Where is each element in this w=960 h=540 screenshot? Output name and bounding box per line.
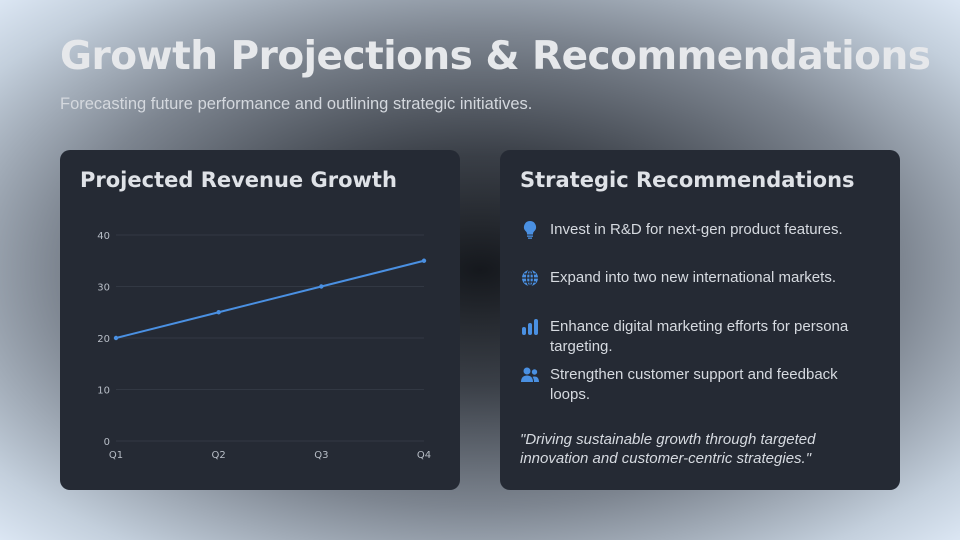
recommendation-item: Invest in R&D for next-gen product featu… bbox=[520, 220, 880, 240]
recommendation-item: Expand into two new international market… bbox=[520, 268, 880, 288]
data-point bbox=[319, 284, 324, 289]
y-tick-label: 20 bbox=[97, 334, 110, 345]
revenue-chart-card: 0 10 20 30 40 Q1 Q2 Q3 Q4 Projected Revenue Grow… bbox=[60, 150, 460, 490]
x-tick-label: Q1 bbox=[109, 450, 123, 461]
chart-title: Projected Revenue Growth bbox=[80, 168, 397, 192]
recommendation-text: Invest in R&D for next-gen product featu… bbox=[550, 221, 843, 238]
x-tick-label: Q4 bbox=[417, 450, 431, 461]
recommendations-card: Strategic Recommendations Invest in R&D … bbox=[500, 150, 900, 490]
recommendation-item: Strengthen customer support and feedback… bbox=[520, 365, 880, 405]
data-point bbox=[421, 258, 427, 263]
y-tick-label: 0 bbox=[104, 437, 110, 448]
lightbulb-icon bbox=[520, 220, 540, 240]
series-line bbox=[115, 259, 425, 339]
recommendation-text: Enhance digital marketing efforts for pe… bbox=[550, 318, 849, 355]
x-tick-label: Q2 bbox=[212, 450, 226, 461]
recommendation-text: Strengthen customer support and feedback… bbox=[550, 366, 838, 403]
closing-quote: "Driving sustainable growth through targ… bbox=[520, 431, 816, 467]
page-subtitle: Forecasting future performance and outli… bbox=[60, 95, 533, 113]
data-point bbox=[216, 310, 221, 315]
bar-chart-icon bbox=[520, 317, 540, 337]
users-icon bbox=[520, 365, 540, 385]
recommendation-item: Enhance digital marketing efforts for pe… bbox=[520, 317, 880, 357]
y-tick-label: 30 bbox=[97, 283, 110, 294]
page-title: Growth Projections & Recommendations bbox=[60, 34, 931, 79]
x-tick-label: Q3 bbox=[314, 450, 328, 461]
revenue-line-chart: 0 10 20 30 40 Q1 Q2 Q3 Q4 bbox=[97, 231, 431, 461]
y-tick-label: 40 bbox=[97, 231, 110, 242]
recommendations-title: Strategic Recommendations bbox=[520, 168, 855, 192]
data-point bbox=[113, 335, 119, 341]
y-tick-label: 10 bbox=[97, 386, 110, 397]
recommendation-text: Expand into two new international market… bbox=[550, 269, 836, 286]
globe-icon bbox=[520, 268, 540, 288]
